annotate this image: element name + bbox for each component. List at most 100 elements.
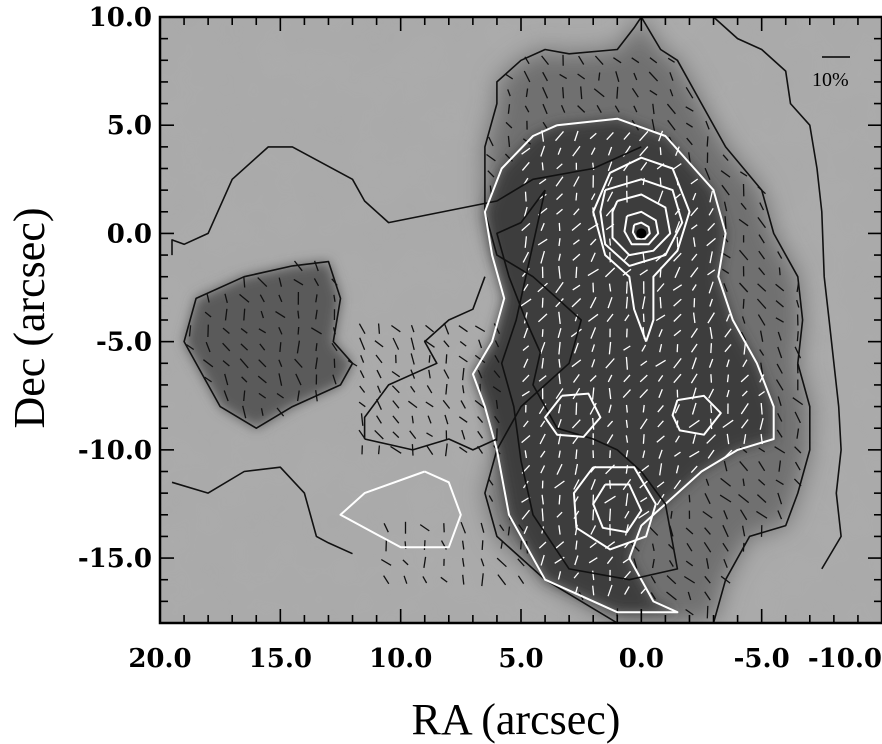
- x-tick-label: 15.0: [249, 644, 312, 674]
- vector-main-light: [609, 238, 612, 246]
- vector-main-dark: [759, 349, 765, 356]
- vector-left-blob: [294, 358, 303, 368]
- vector-main-light: [659, 297, 662, 309]
- vector-main-light: [674, 435, 680, 443]
- vector-left-blob: [243, 390, 246, 402]
- vector-main-light: [622, 268, 632, 276]
- vector-main-light: [707, 222, 716, 232]
- vector-main-dark: [719, 494, 732, 503]
- vector-left-blob: [314, 357, 318, 370]
- vector-main-light: [625, 493, 629, 506]
- vector-main-light: [592, 417, 595, 430]
- vector-main-light: [539, 433, 546, 445]
- vector-main-light: [608, 341, 612, 355]
- vector-main-light: [659, 177, 662, 186]
- vector-main-dark: [613, 57, 622, 64]
- vector-isolated: [481, 540, 484, 550]
- vector-main-light: [624, 314, 630, 322]
- vector-main-dark: [488, 478, 494, 486]
- vector-main-dark: [633, 105, 638, 113]
- vector-main-light: [555, 298, 564, 308]
- vector-main-dark: [723, 201, 728, 212]
- vector-main-light: [541, 329, 544, 337]
- vector-main-light: [570, 328, 582, 338]
- vector-main-dark: [796, 428, 800, 439]
- vector-bridge: [392, 415, 400, 424]
- y-tick-label: -15.0: [78, 544, 152, 574]
- vector-main-light: [707, 269, 716, 276]
- vector-main-dark: [796, 331, 799, 342]
- contour-lines: [171, 17, 842, 623]
- vector-main-dark: [720, 170, 731, 178]
- vector-main-dark: [722, 542, 729, 552]
- vector-main-dark: [739, 509, 748, 521]
- vector-main-light: [574, 463, 579, 475]
- vector-main-light: [709, 326, 713, 340]
- vector-main-light: [708, 281, 714, 294]
- vector-main-dark: [668, 560, 674, 567]
- vector-main-light: [672, 284, 683, 291]
- vector-left-blob: [257, 277, 268, 288]
- vector-main-light: [674, 146, 680, 156]
- vector-left-blob: [332, 374, 337, 385]
- vector-main-light: [589, 296, 597, 309]
- vector-left-blob: [224, 293, 228, 304]
- vector-left-blob: [315, 309, 318, 320]
- vector-main-light: [690, 465, 698, 474]
- vector-bridge: [391, 370, 401, 378]
- vector-left-blob: [204, 376, 212, 383]
- vector-main-dark: [704, 167, 711, 180]
- vector-main-light: [558, 341, 561, 355]
- vector-left-blob: [297, 310, 300, 319]
- vector-main-dark: [507, 89, 511, 97]
- vector-main-dark: [723, 510, 729, 520]
- contour-bridge-bottom: [364, 438, 498, 451]
- vector-left-blob: [241, 376, 248, 383]
- vector-bridge: [492, 386, 502, 393]
- x-tick-label: 10.0: [369, 644, 432, 674]
- vector-bridge: [377, 385, 382, 393]
- vector-main-dark: [669, 89, 674, 97]
- vector-main-dark: [667, 119, 676, 131]
- vector-left-blob: [297, 326, 300, 335]
- vector-main-light: [540, 145, 546, 157]
- vector-main-light: [606, 556, 614, 565]
- vector-main-dark: [507, 104, 511, 114]
- vector-main-light: [625, 419, 629, 428]
- vector-main-dark: [580, 86, 583, 100]
- vector-bridge: [410, 324, 415, 333]
- contour-white-knot-1: [544, 392, 602, 438]
- vector-main-dark: [598, 72, 601, 81]
- vector-bridge: [443, 322, 450, 335]
- vector-left-blob: [278, 326, 283, 335]
- vector-main-light: [571, 222, 582, 232]
- vector-main-light: [575, 540, 578, 550]
- vector-main-dark: [774, 446, 786, 454]
- vector-main-light: [758, 390, 765, 397]
- y-tick-labels: 10.0 5.0 0.0 -5.0 -10.0 -15.0: [78, 3, 152, 574]
- vector-main-light: [640, 497, 648, 503]
- vector-main-light: [538, 193, 547, 200]
- vector-main-light: [722, 419, 734, 429]
- vector-main-light: [659, 463, 663, 476]
- vector-main-light: [573, 479, 580, 490]
- vector-main-light: [555, 176, 564, 187]
- vector-main-light: [587, 268, 599, 277]
- vector-main-dark: [685, 86, 694, 99]
- vector-left-blob: [240, 343, 249, 351]
- vector-main-light: [674, 404, 681, 414]
- vector-bridge: [425, 324, 435, 333]
- axis-ticks: [159, 16, 882, 624]
- core-shade: [472, 118, 774, 613]
- vector-main-dark: [722, 524, 729, 538]
- vector-main-dark: [541, 55, 550, 66]
- vector-bridge: [461, 429, 466, 440]
- vector-main-dark: [685, 122, 693, 128]
- vector-left-blob: [315, 343, 318, 352]
- vector-main-light: [558, 358, 561, 368]
- vector-main-light: [741, 390, 748, 397]
- vector-isolated: [480, 522, 485, 533]
- vector-main-light: [589, 542, 597, 549]
- vector-main-light: [556, 463, 563, 475]
- vector-main-light: [657, 375, 664, 382]
